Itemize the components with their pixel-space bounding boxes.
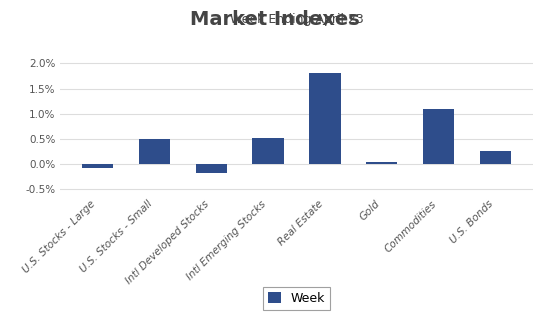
Bar [480,151,511,164]
Bar [82,164,113,168]
Title: Week Ending April 23: Week Ending April 23 [229,13,363,26]
Legend: Week: Week [263,287,330,310]
Bar [309,73,340,164]
Bar [253,138,284,164]
Bar [195,164,227,173]
Bar [423,109,454,164]
Bar [139,139,170,164]
Text: Market Indexes: Market Indexes [189,10,360,29]
Bar [366,162,397,164]
